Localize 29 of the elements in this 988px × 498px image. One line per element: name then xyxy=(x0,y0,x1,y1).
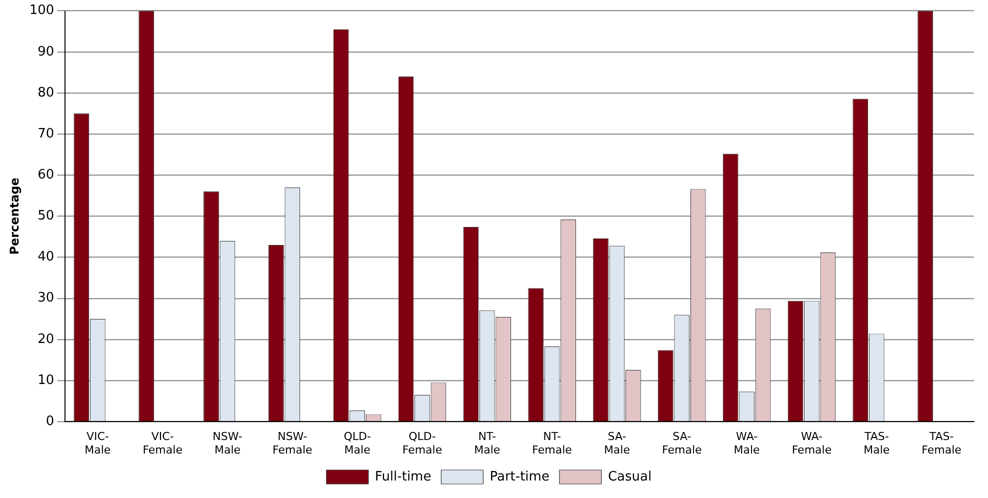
x-tick-label: NSW-Male xyxy=(212,430,242,456)
y-tick-label: 20 xyxy=(38,332,54,347)
x-tick-label: TAS-Male xyxy=(863,430,890,456)
x-tick-label: NT-Female xyxy=(532,430,572,456)
y-axis-title: Percentage xyxy=(7,178,22,255)
y-tick-label: 30 xyxy=(38,290,54,306)
x-tick-label: QLD-Male xyxy=(344,430,371,456)
y-tick-label: 60 xyxy=(38,167,54,182)
legend-label: Part-time xyxy=(490,469,550,484)
y-tick-label: 40 xyxy=(38,250,54,265)
legend-label: Casual xyxy=(608,469,652,484)
x-tick-label: VIC-Female xyxy=(142,430,183,456)
x-tick-label: WA-Male xyxy=(734,430,760,456)
x-tick-label: SA-Female xyxy=(662,430,702,456)
legend-label: Full-time xyxy=(374,469,432,484)
y-tick-label: 10 xyxy=(38,372,54,388)
y-tick-label: 70 xyxy=(38,126,54,142)
x-tick-label: TAS-Female xyxy=(922,430,962,456)
x-tick-label: NT-Male xyxy=(474,430,500,456)
y-tick-label: 100 xyxy=(29,3,54,18)
y-tick-label: 80 xyxy=(38,85,54,100)
y-tick-label: 0 xyxy=(46,414,54,429)
y-tick-label: 90 xyxy=(38,44,54,60)
x-tick-label: VIC-Male xyxy=(84,430,111,456)
x-tick-label: SA-Male xyxy=(604,430,630,456)
y-tick-label: 50 xyxy=(38,208,54,224)
x-tick-label: WA-Female xyxy=(792,430,832,456)
x-tick-label: QLD-Female xyxy=(402,430,442,456)
x-tick-label: NSW-Female xyxy=(272,430,313,456)
